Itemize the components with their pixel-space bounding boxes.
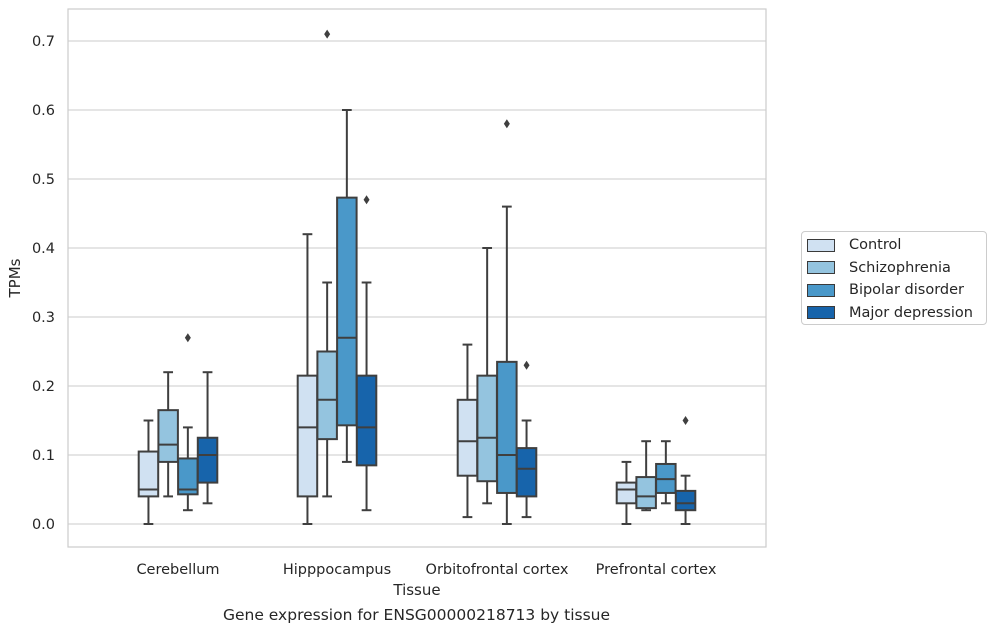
box-iqr <box>355 374 378 467</box>
box-iqr <box>674 489 697 512</box>
outlier-marker <box>324 29 331 39</box>
legend-item: Control <box>807 235 901 255</box>
y-tick-label: 0.3 <box>32 310 55 326</box>
box-iqr <box>316 350 338 441</box>
box-major-depression <box>674 416 697 525</box>
legend-label: Major depression <box>849 304 973 321</box>
outlier-marker <box>503 119 510 129</box>
legend-swatch <box>807 306 835 319</box>
y-axis-ticks: 0.0 0.1 0.2 0.3 0.4 0.5 0.6 0.7 <box>32 34 55 533</box>
box-bipolar-disorder <box>177 333 199 512</box>
legend-item: Bipolar disorder <box>807 280 964 300</box>
box-iqr <box>496 360 518 494</box>
box-control <box>296 233 319 525</box>
gridlines <box>68 40 766 525</box>
box-bipolar-disorder <box>336 109 358 463</box>
box-iqr <box>296 374 319 498</box>
legend-label: Bipolar disorder <box>849 282 964 298</box>
legend-swatch <box>807 261 835 274</box>
box-schizophrenia <box>635 440 657 512</box>
box-control <box>137 419 160 525</box>
box-iqr <box>476 374 498 483</box>
legend-swatch <box>807 283 835 297</box>
y-tick-label: 0.7 <box>32 34 55 50</box>
box-elements <box>137 29 697 525</box>
x-axis-ticks: Cerebellum Hipppocampus Orbitofrontal cort… <box>136 562 716 578</box>
box-iqr <box>615 481 638 505</box>
box-schizophrenia <box>316 29 338 498</box>
box-schizophrenia <box>157 371 179 498</box>
box-iqr <box>635 476 657 510</box>
chart-caption: Gene expression for ENSG00000218713 by t… <box>222 606 611 624</box>
y-tick-label: 0.4 <box>32 241 55 257</box>
box-control <box>456 343 479 519</box>
legend-item: Major depression <box>807 303 973 323</box>
y-tick-label: 0.2 <box>32 379 55 395</box>
box-iqr <box>196 436 219 484</box>
box-schizophrenia <box>476 247 498 505</box>
box-iqr <box>456 398 479 477</box>
box-major-depression <box>515 360 538 519</box>
box-bipolar-disorder <box>655 440 677 505</box>
outlier-marker <box>682 416 689 425</box>
box-iqr <box>137 450 160 498</box>
outlier-marker <box>523 360 530 370</box>
y-axis-label: TPMs <box>6 258 24 298</box>
plot-area-frame <box>67 8 767 548</box>
legend-swatch <box>807 238 835 252</box>
x-tick-label: Orbitofrontal cortex <box>426 562 569 578</box>
legend: Control Schizophrenia Bipolar disorder Majo… <box>801 231 987 325</box>
legend-label: Control <box>849 237 902 253</box>
outlier-marker <box>184 333 191 343</box>
box-bipolar-disorder <box>496 119 518 525</box>
x-tick-label: Hipppocampus <box>283 562 391 578</box>
outlier-marker <box>363 195 370 205</box>
box-control <box>615 460 638 525</box>
box-major-depression <box>196 371 219 505</box>
legend-item: Schizophrenia <box>807 258 951 278</box>
x-axis-label: Tissue <box>392 581 440 599</box>
y-tick-label: 0.5 <box>32 172 55 188</box>
box-iqr <box>336 196 358 427</box>
legend-label: Schizophrenia <box>849 259 951 276</box>
y-tick-label: 0.0 <box>32 517 55 533</box>
box-major-depression <box>355 195 378 512</box>
x-tick-label: Cerebellum <box>136 562 219 578</box>
y-tick-label: 0.6 <box>32 103 55 119</box>
box-iqr <box>515 447 538 498</box>
box-iqr <box>157 409 179 463</box>
y-tick-label: 0.1 <box>32 448 55 464</box>
x-tick-label: Prefrontal cortex <box>596 562 717 578</box>
